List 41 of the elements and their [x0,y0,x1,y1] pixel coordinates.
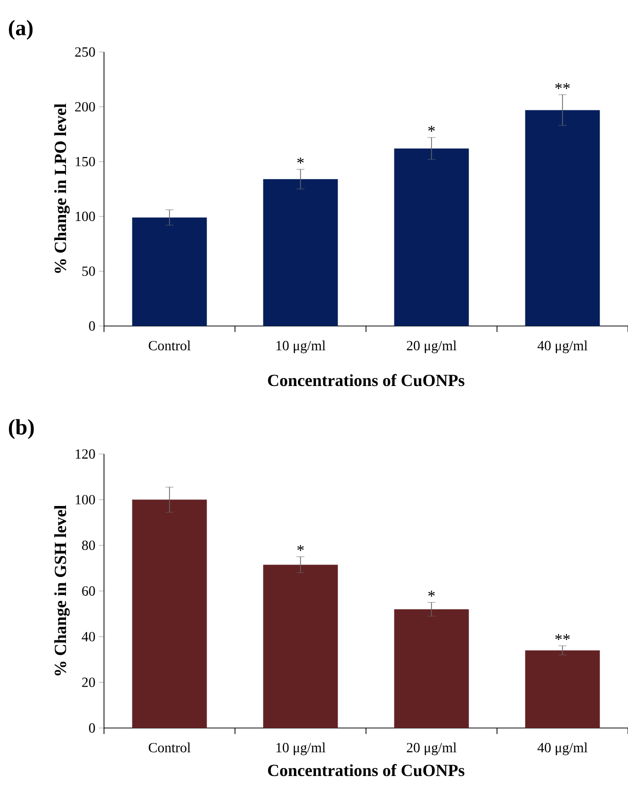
y-tick-label: 250 [75,47,95,57]
x-tick-label: 10 μg/ml [276,742,326,756]
annotation: * [428,126,435,132]
y-tick-label: 0 [89,723,95,733]
x-tick-label: 40 μg/ml [538,742,588,756]
y-axis-title: % Change in GSH level [54,505,70,676]
bar [394,148,469,326]
bar [525,110,600,326]
annotation: ** [555,634,570,640]
bar [263,564,338,728]
x-axis-title: Concentrations of CuONPs [268,374,464,386]
y-tick-label: 50 [82,266,95,276]
y-tick-label: 100 [76,212,95,222]
annotation: * [297,158,304,164]
bar [132,217,207,326]
y-tick-label: 120 [76,449,95,459]
x-tick-label: Control [148,340,191,350]
x-tick-label: Control [148,742,191,752]
annotation: * [297,545,304,551]
y-tick-label: 80 [82,540,95,550]
bar [525,650,600,728]
y-tick-label: 60 [82,586,95,596]
bar [394,609,469,728]
x-tick-label: 40 μg/ml [538,340,588,354]
y-tick-label: 40 [82,632,95,642]
bar [132,500,207,728]
x-axis-title: Concentrations of CuONPs [268,764,464,776]
annotation: ** [555,83,570,89]
y-tick-label: 150 [76,156,95,166]
y-axis-title: % Change in LPO level [54,104,70,273]
y-tick-label: 100 [76,494,95,504]
chart-title: (a) [8,20,33,40]
y-tick-label: 200 [75,102,95,112]
x-tick-label: 10 μg/ml [276,340,326,354]
y-tick-label: 0 [89,321,95,331]
chart-title: (b) [8,419,34,440]
bar [263,179,338,326]
annotation: * [428,590,435,597]
y-tick-label: 20 [82,678,95,688]
x-tick-label: 20 μg/ml [406,742,456,756]
x-tick-label: 20 μg/ml [406,340,456,354]
